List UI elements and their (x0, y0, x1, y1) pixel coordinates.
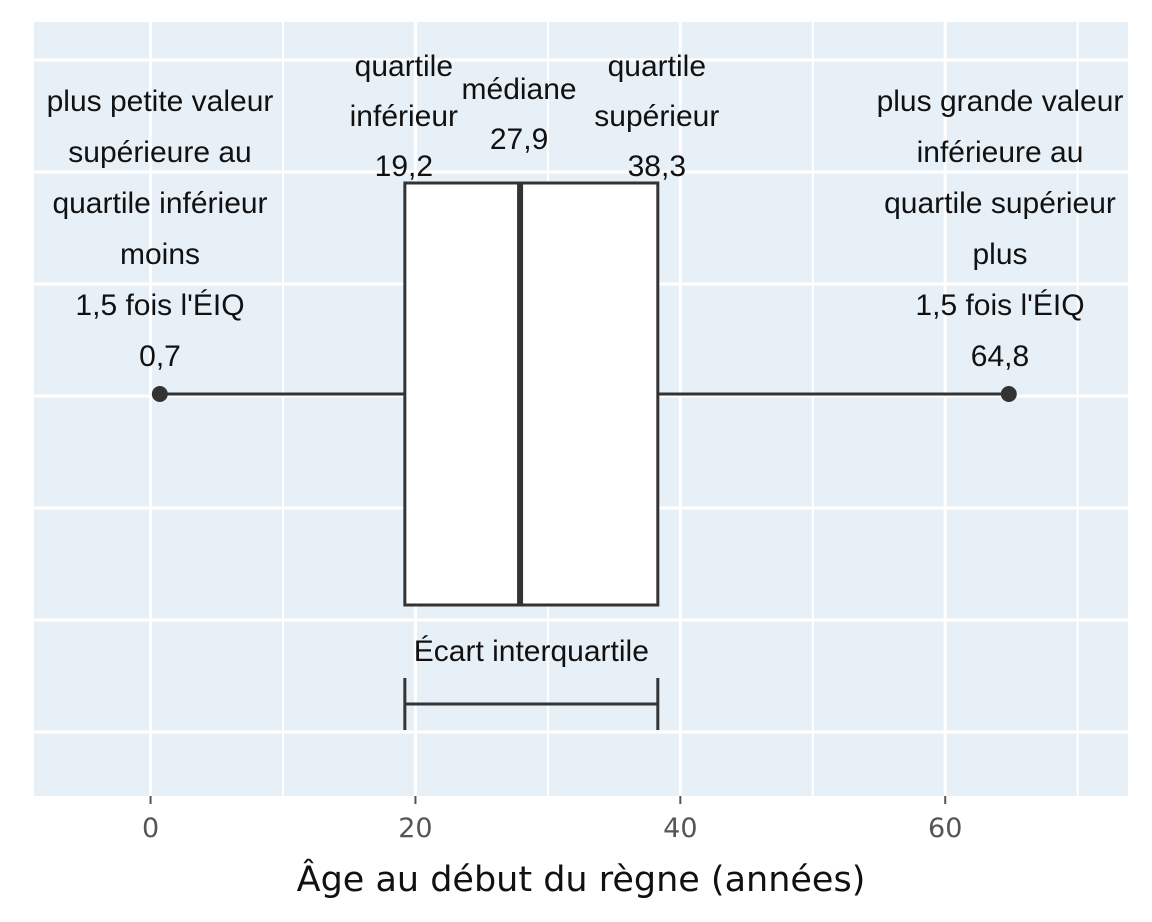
x-axis: 0 20 40 60 (142, 796, 962, 844)
annotation-whisker-high-line: inférieure au (917, 136, 1084, 169)
x-axis-label: Âge au début du règne (années) (297, 858, 866, 900)
x-tick-label: 40 (663, 813, 697, 844)
annotations: plus petite valeur supérieure au quartile … (47, 50, 1124, 668)
annotation-whisker-low-line: 1,5 fois l'ÉIQ (75, 289, 244, 322)
annotation-median-line: médiane (462, 73, 577, 106)
annotation-whisker-low-line: moins (120, 238, 200, 271)
annotation-q3-line: 38,3 (628, 150, 686, 183)
annotation-whisker-low-line: supérieure au (68, 136, 251, 169)
annotation-q1-line: 19,2 (375, 150, 433, 183)
annotation-whisker-low-line: plus petite valeur (47, 85, 274, 118)
x-tick-label: 60 (928, 813, 962, 844)
whisker-high-point (1000, 386, 1017, 402)
annotation-iqr: Écart interquartile (414, 635, 649, 668)
annotation-whisker-high-line: plus (972, 238, 1027, 271)
x-tick-label: 20 (398, 813, 432, 844)
x-tick-label: 0 (142, 813, 159, 844)
annotation-q1-line: quartile (355, 50, 453, 83)
annotation-whisker-low-line: quartile inférieur (52, 187, 267, 220)
annotation-q3-line: quartile (608, 50, 706, 83)
annotation-q1-line: inférieur (350, 100, 458, 133)
annotation-whisker-high-line: quartile supérieur (884, 187, 1116, 220)
annotation-median-line: 27,9 (490, 123, 548, 156)
annotation-whisker-high-line: 64,8 (971, 340, 1029, 373)
annotation-q3-line: supérieur (594, 100, 719, 133)
annotation-whisker-low-line: 0,7 (139, 340, 181, 373)
annotation-whisker-high-line: 1,5 fois l'ÉIQ (915, 289, 1084, 322)
annotation-whisker-high-line: plus grande valeur (877, 85, 1124, 118)
whisker-low-point (151, 386, 168, 402)
box-marks (151, 181, 1017, 730)
iqr-box (403, 181, 660, 607)
